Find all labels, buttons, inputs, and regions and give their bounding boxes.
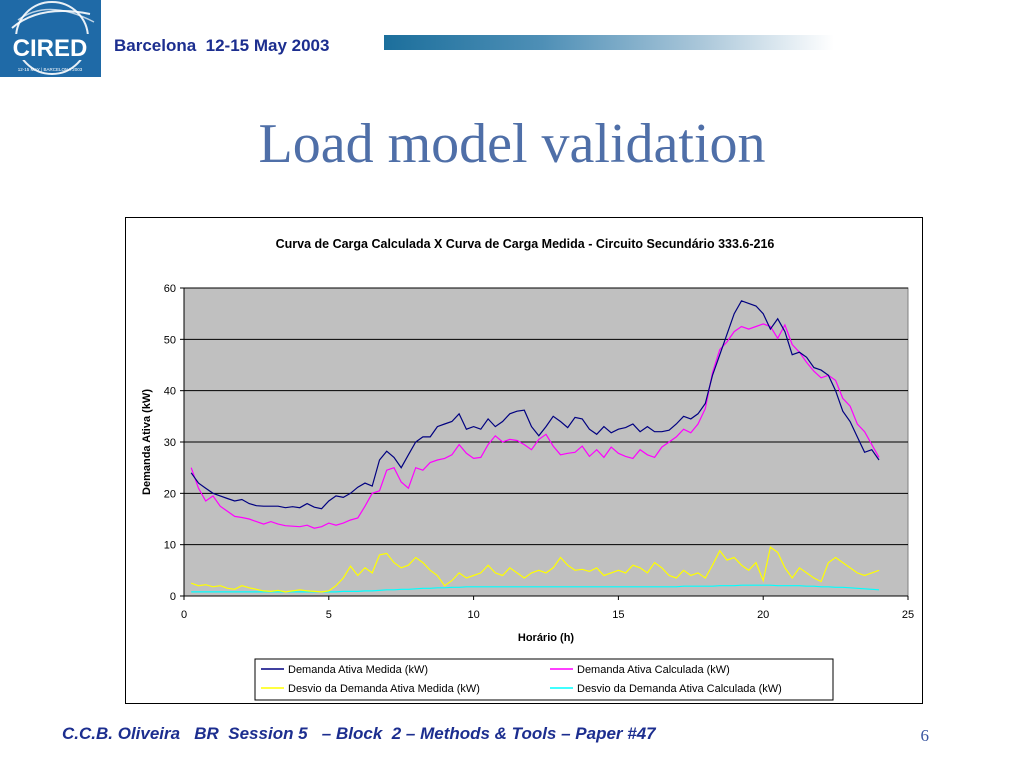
y-tick-label: 0: [170, 591, 176, 603]
x-tick-label: 0: [181, 609, 187, 621]
chart-frame: Curva de Carga Calculada X Curva de Carg…: [125, 217, 923, 704]
legend-label: Demanda Ativa Calculada (kW): [577, 664, 730, 676]
chart-title: Curva de Carga Calculada X Curva de Carg…: [276, 237, 775, 251]
header-gradient-bar: [384, 35, 834, 50]
logo-subtext: 12-15 MAY | BARCELONA 2003: [18, 67, 83, 72]
y-axis-label: Demanda Ativa (kW): [141, 389, 153, 495]
x-tick-label: 10: [467, 609, 479, 621]
legend-label: Demanda Ativa Medida (kW): [288, 664, 428, 676]
slide-title: Load model validation: [0, 112, 1024, 176]
x-tick-label: 15: [612, 609, 624, 621]
y-tick-label: 40: [164, 386, 176, 398]
y-tick-label: 60: [164, 283, 176, 295]
x-axis-label: Horário (h): [518, 632, 575, 644]
x-tick-label: 20: [757, 609, 769, 621]
header-date: Barcelona 12-15 May 2003: [114, 36, 329, 56]
x-tick-label: 25: [902, 609, 914, 621]
x-tick-label: 5: [326, 609, 332, 621]
page-number: 6: [921, 726, 930, 746]
y-tick-label: 50: [164, 334, 176, 346]
load-curve-chart: Curva de Carga Calculada X Curva de Carg…: [126, 218, 922, 703]
y-tick-label: 10: [164, 540, 176, 552]
legend-label: Desvio da Demanda Ativa Medida (kW): [288, 683, 480, 695]
y-tick-label: 30: [164, 437, 176, 449]
legend-label: Desvio da Demanda Ativa Calculada (kW): [577, 683, 782, 695]
x-axis-ticks: 0 5 10 15 20 25: [181, 596, 914, 621]
logo-text: CIRED: [13, 35, 88, 62]
y-axis-ticks: 0 10 20 30 40 50 60: [164, 283, 184, 603]
cired-logo-graphic: CIRED 12-15 MAY | BARCELONA 2003: [0, 0, 101, 77]
footer-session-text: C.C.B. Oliveira BR Session 5 – Block 2 –…: [62, 724, 656, 744]
cired-logo: CIRED 12-15 MAY | BARCELONA 2003: [0, 0, 101, 77]
y-tick-label: 20: [164, 488, 176, 500]
